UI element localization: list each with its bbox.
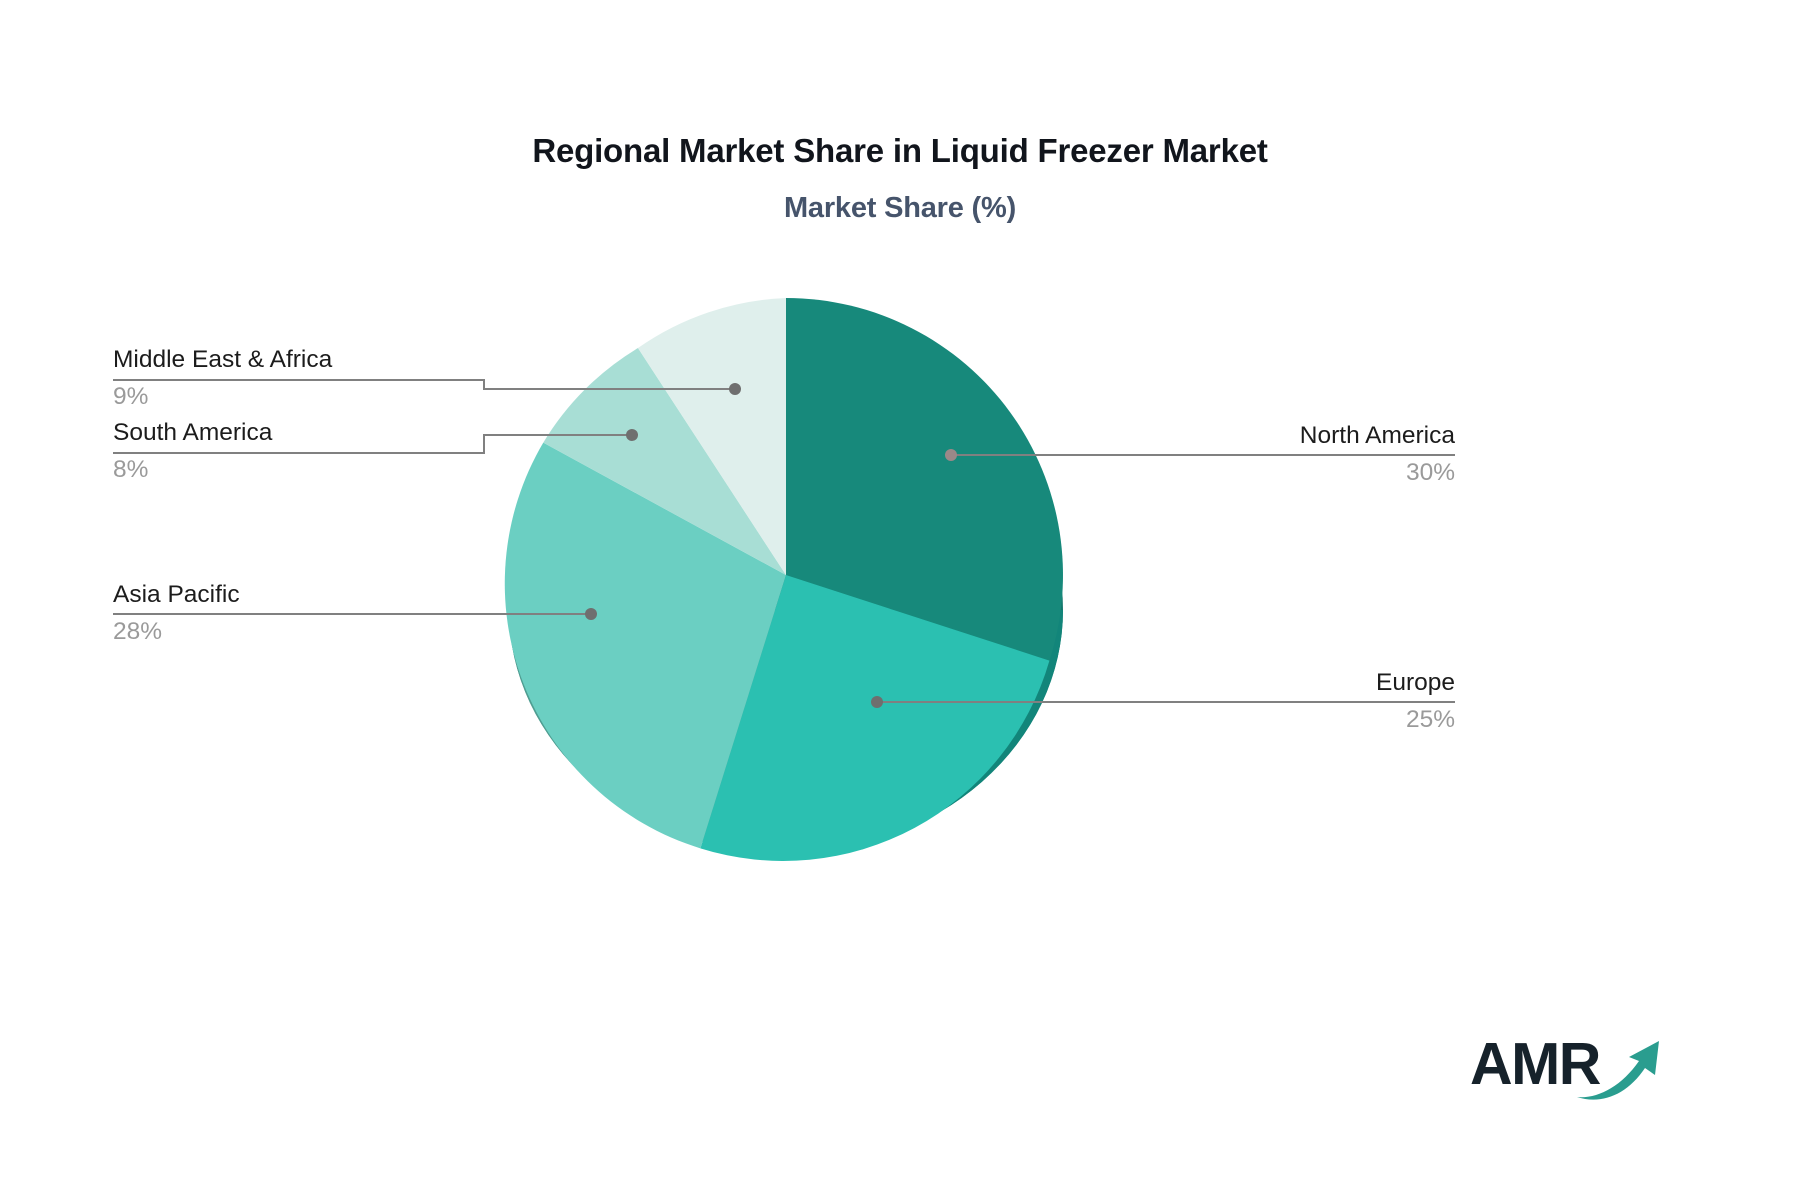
pie-slices <box>504 298 1063 862</box>
chart-subtitle: Market Share (%) <box>783 192 1017 224</box>
callout-north-america[interactable]: North America 30% <box>1055 421 1455 488</box>
callout-value-text: 30% <box>1405 459 1455 486</box>
growth-arrow-icon <box>1577 1041 1659 1100</box>
pie-slice-south-america[interactable] <box>543 348 786 575</box>
callout-europe[interactable]: Europe 25% <box>1055 668 1455 735</box>
callout-middle-east-africa[interactable]: Middle East & Africa 9% <box>113 345 332 412</box>
logo-wordmark: AMR <box>1470 1031 1601 1097</box>
callout-label-text: North America <box>1299 422 1455 449</box>
callout-label-text: South America <box>113 419 273 446</box>
leader-dot-europe <box>871 696 883 708</box>
amr-logo: AMR <box>1470 1033 1660 1105</box>
callout-value-text: 28% <box>113 618 163 645</box>
leader-line-south-america <box>113 434 632 454</box>
callout-value-text: 8% <box>113 456 149 483</box>
callout-value-text: 9% <box>113 383 149 410</box>
leader-line-middle-east-africa <box>113 379 735 390</box>
leader-dot-asia-pacific <box>585 608 597 620</box>
pie-slice-europe[interactable] <box>700 575 1050 862</box>
leader-lines <box>113 379 1455 703</box>
leader-dot-south-america <box>626 429 638 441</box>
callout-label-text: Europe <box>1375 669 1455 696</box>
leader-dot-middle-east-africa <box>729 383 741 395</box>
leader-dot-north-america <box>945 449 957 461</box>
leader-dots <box>585 383 957 708</box>
callout-label-text: Asia Pacific <box>113 581 240 608</box>
pie-slice-north-america[interactable] <box>786 298 1063 661</box>
pie-slice-middle-east-africa[interactable] <box>637 298 786 575</box>
callout-asia-pacific[interactable]: Asia Pacific 28% <box>113 580 240 647</box>
callout-label-text: Middle East & Africa <box>113 346 333 373</box>
pie-slice-asia-pacific[interactable] <box>504 442 786 849</box>
callout-value-text: 25% <box>1405 706 1455 733</box>
page-title: Regional Market Share in Liquid Freezer … <box>532 132 1268 169</box>
callout-south-america[interactable]: South America 8% <box>113 418 272 485</box>
